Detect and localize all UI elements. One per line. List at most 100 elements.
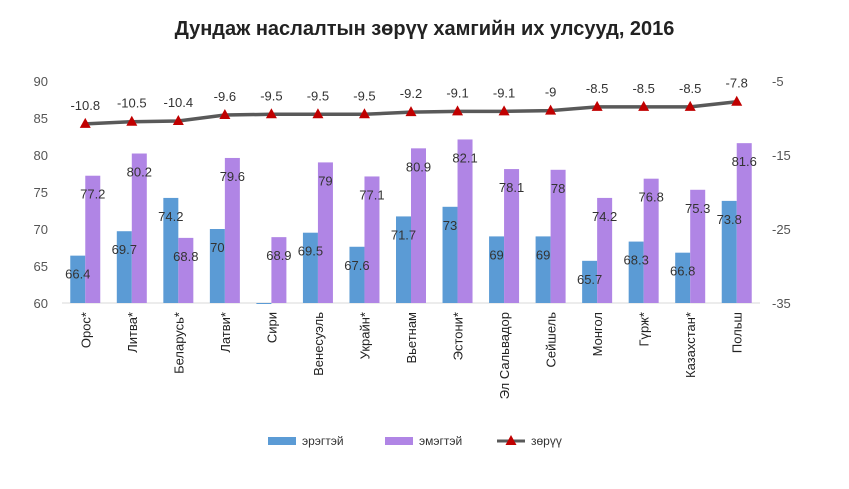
data-label-diff: -8.5 — [632, 81, 654, 96]
bar-female — [550, 169, 566, 303]
bar-male — [582, 260, 598, 303]
bar-male — [442, 206, 458, 303]
bar-male — [256, 303, 272, 304]
diff-marker — [498, 105, 510, 116]
data-label-diff: -9.6 — [214, 89, 236, 104]
data-label-male: 74.2 — [158, 209, 183, 224]
legend-swatch-male — [268, 437, 296, 445]
data-label-male: 68.3 — [624, 253, 649, 268]
bar-male — [721, 200, 737, 303]
category-label: Беларусь* — [171, 312, 186, 374]
diff-marker — [358, 108, 370, 119]
data-label-female: 80.9 — [406, 159, 431, 174]
diff-marker — [684, 100, 696, 111]
category-label: Монгол — [590, 312, 605, 356]
data-label-male: 67.6 — [344, 258, 369, 273]
data-label-female: 74.2 — [592, 209, 617, 224]
category-label: Польш — [730, 312, 745, 353]
legend-label-female: эмэгтэй — [419, 434, 462, 448]
y-left-tick-label: 80 — [34, 148, 48, 163]
category-label: Вьетнам — [404, 312, 419, 364]
bar-male — [675, 252, 691, 303]
y-left-tick-label: 70 — [34, 222, 48, 237]
y-left-tick-label: 90 — [34, 74, 48, 89]
y-left-tick-label: 85 — [34, 111, 48, 126]
category-label: Орос* — [78, 312, 93, 348]
diff-marker — [79, 117, 91, 128]
bar-female — [85, 175, 101, 303]
category-label: Гүрж* — [637, 312, 652, 347]
bar-female — [457, 139, 473, 303]
category-label: Украйн* — [357, 312, 372, 359]
data-label-male: 73.8 — [717, 212, 742, 227]
data-label-male: 69 — [536, 247, 550, 262]
category-label: Сири — [264, 312, 279, 343]
y-right-tick-label: -5 — [772, 74, 784, 89]
data-label-female: 82.1 — [452, 150, 477, 165]
data-label-diff: -8.5 — [586, 81, 608, 96]
diff-marker — [731, 95, 743, 106]
data-label-diff: -9.1 — [446, 85, 468, 100]
data-label-male: 66.8 — [670, 264, 695, 279]
data-label-diff: -9 — [545, 85, 557, 100]
diff-marker — [172, 114, 184, 125]
diff-marker — [638, 100, 650, 111]
bar-male — [628, 241, 644, 303]
bar-male — [489, 236, 505, 303]
data-label-diff: -9.1 — [493, 85, 515, 100]
data-label-female: 78.1 — [499, 180, 524, 195]
data-label-female: 80.2 — [127, 165, 152, 180]
bar-male — [349, 246, 365, 303]
data-label-diff: -7.8 — [726, 76, 748, 91]
bar-female — [317, 162, 333, 303]
y-left-tick-label: 75 — [34, 185, 48, 200]
data-label-male: 66.4 — [65, 267, 90, 282]
bar-female — [597, 197, 613, 303]
data-label-female: 79 — [318, 173, 332, 188]
category-label: Казахстан* — [683, 312, 698, 378]
legend-swatch-female — [385, 437, 413, 445]
bar-female — [643, 178, 659, 303]
category-label: Латви* — [218, 312, 233, 353]
category-label: Эстони* — [451, 312, 466, 360]
bar-female — [690, 189, 706, 303]
y-right-tick-label: -35 — [772, 296, 791, 311]
diff-marker — [312, 108, 324, 119]
bar-male — [163, 197, 179, 303]
data-label-diff: -9.5 — [353, 88, 375, 103]
diff-marker — [219, 109, 231, 120]
category-label: Венесуэль — [311, 312, 326, 376]
y-right-tick-label: -25 — [772, 222, 791, 237]
data-label-female: 76.8 — [639, 190, 664, 205]
category-label: Литва* — [125, 312, 140, 353]
diff-marker — [126, 115, 138, 126]
bar-female — [504, 169, 520, 303]
data-label-diff: -9.5 — [260, 88, 282, 103]
bar-male — [70, 255, 86, 303]
diff-marker — [405, 106, 417, 117]
data-label-female: 75.3 — [685, 201, 710, 216]
chart-title: Дундаж наслалтын зөрүү хамгийн их улсууд… — [174, 18, 675, 40]
data-label-female: 68.9 — [266, 248, 291, 263]
bar-female — [736, 143, 752, 303]
data-label-diff: -8.5 — [679, 81, 701, 96]
data-label-diff: -10.8 — [70, 98, 100, 113]
data-label-male: 73 — [443, 218, 457, 233]
bar-male — [396, 216, 411, 303]
legend-label-diff: зөрүү — [531, 434, 562, 448]
category-label: Сейшель — [544, 312, 559, 368]
category-label: Эл Сальвадор — [497, 312, 512, 399]
bar-male — [302, 232, 318, 303]
bar-female — [364, 176, 380, 303]
bar-female — [224, 157, 240, 303]
data-label-female: 81.6 — [732, 154, 757, 169]
y-left-tick-label: 60 — [34, 296, 48, 311]
data-label-diff: -9.2 — [400, 86, 422, 101]
diff-marker — [265, 108, 277, 119]
bar-female — [411, 148, 426, 303]
data-label-male: 70 — [210, 240, 224, 255]
data-label-female: 78 — [551, 181, 565, 196]
data-label-diff: -9.5 — [307, 88, 329, 103]
diff-marker — [545, 104, 557, 115]
